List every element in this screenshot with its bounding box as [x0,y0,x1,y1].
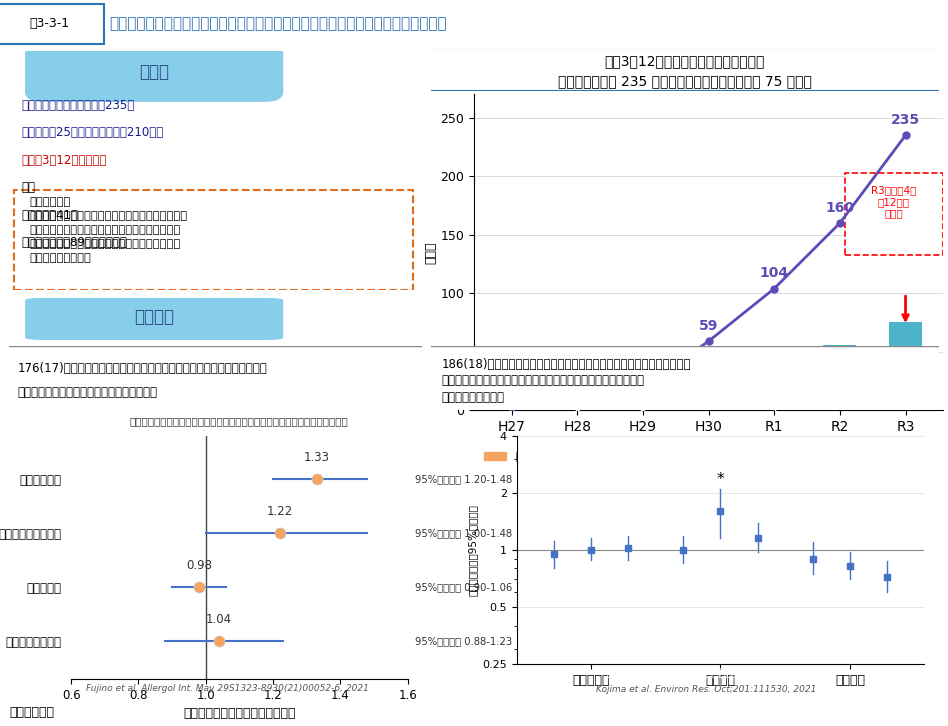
Text: ・その他の論文89編　がある。: ・その他の論文89編 がある。 [22,237,128,250]
Text: 全国データを用いた論文：235編: 全国データを用いた論文：235編 [22,99,135,112]
Text: Fujino et al. Allergol Int. May 29S1323-8930(21)00052-6, 2021: Fujino et al. Allergol Int. May 29S1323-… [86,684,369,693]
Bar [561,407,593,410]
FancyBboxPatch shape [26,44,283,101]
Bar [824,403,856,410]
Text: R3年度は4月
～12月の
論文数: R3年度は4月 ～12月の 論文数 [871,185,917,219]
Text: 10: 10 [899,399,912,409]
Text: 95%信頼区間 0.90-1.06: 95%信頼区間 0.90-1.06 [414,582,512,592]
Text: 0.98: 0.98 [186,559,212,572]
Text: 用いた論文数は 235 編（令和３年度は９か月間で 75 編）。: 用いた論文数は 235 編（令和３年度は９か月間で 75 編）。 [558,75,811,89]
X-axis label: 新築・増改築していない群との比: 新築・増改築していない群との比 [183,707,296,720]
Text: 1.33: 1.33 [303,451,330,464]
Legend: 中心仮説, 中心仮説外, 累積: 中心仮説, 中心仮説外, 累積 [480,447,699,466]
Text: 9: 9 [574,396,581,407]
Text: 59: 59 [699,319,719,333]
FancyBboxPatch shape [13,189,413,290]
累積 [506,402,518,411]
FancyBboxPatch shape [427,48,943,91]
FancyBboxPatch shape [0,4,104,44]
Text: 図3-3-1: 図3-3-1 [29,17,69,30]
Text: 235: 235 [891,113,921,127]
累積 [637,383,648,391]
Text: 3: 3 [508,404,515,413]
Text: 41: 41 [767,377,781,386]
累積 [900,131,911,139]
Line: 累積: 累積 [508,132,909,410]
Text: 104: 104 [759,266,789,280]
Bar [757,406,791,410]
FancyBboxPatch shape [427,346,943,411]
Text: 95%信頼区間 1.20-1.48: 95%信頼区間 1.20-1.48 [414,474,512,484]
Text: 【中心仮説】
胎児期～小児期の化学物質ばく露等の環境要因が、
妊娠・生殖、先天性形態異常、精神神経発達、免
疫・アレルギー、代謝・内分系等に影響を与えて
いるの: 【中心仮説】 胎児期～小児期の化学物質ばく露等の環境要因が、 妊娠・生殖、先天性… [30,197,188,263]
Bar [627,397,660,407]
Text: 3: 3 [574,404,581,413]
Text: の喘鳴と反復性喘鳴の発症頻度が増加した。: の喘鳴と反復性喘鳴の発症頻度が増加した。 [18,386,157,399]
累積 [702,337,715,346]
Text: 8: 8 [639,397,647,407]
Y-axis label: 調整オッズ比と95%信頼区間: 調整オッズ比と95%信頼区間 [468,504,478,596]
Bar [889,322,921,399]
Text: ・追加調査41編: ・追加調査41編 [22,209,79,222]
Text: 論文数: 論文数 [139,63,169,81]
Bar [495,407,528,410]
Text: 3: 3 [640,404,647,413]
Text: 令和3年12月末時点までの全国データを: 令和3年12月末時点までの全国データを [605,54,765,68]
Text: 資料：環境省: 資料：環境省 [9,706,54,719]
Y-axis label: （編）: （編） [425,241,438,264]
Text: Kojima et al. Environ Res. Oct;201:111530, 2021: Kojima et al. Environ Res. Oct;201:11153… [596,685,816,694]
Text: 50: 50 [832,369,848,379]
Text: 20: 20 [633,364,652,378]
Text: 34: 34 [702,380,716,389]
FancyBboxPatch shape [845,174,943,256]
Text: 5: 5 [705,402,712,412]
Text: 1.22: 1.22 [266,505,293,518]
Text: 95%信頼区間 1.00-1.48: 95%信頼区間 1.00-1.48 [414,528,512,538]
Bar [824,345,856,403]
Text: 176(17)妊娠中に自宅の増改築を行うと、生まれた子どもの生後１歳まで: 176(17)妊娠中に自宅の増改築を行うと、生まれた子どもの生後１歳まで [18,362,267,375]
累積 [834,219,846,227]
Text: 65: 65 [899,356,913,365]
Text: た子どもが３歳時にアレルギー性鼻炎になりやすくなる傾向があ: た子どもが３歳時にアレルギー性鼻炎になりやすくなる傾向があ [442,375,645,387]
Bar [757,357,791,406]
Text: 95%信頼区間 0.88-1.23: 95%信頼区間 0.88-1.23 [414,636,512,646]
Text: 主な成果: 主な成果 [135,308,174,326]
Text: 160: 160 [826,200,854,215]
Text: 6: 6 [836,401,844,412]
累積 [769,284,780,293]
Bar [561,396,593,407]
Text: ほか: ほか [22,182,36,195]
Text: ることがわかった。: ることがわかった。 [442,391,504,404]
Bar [692,364,725,404]
Bar [692,404,725,410]
Text: 子どもの健康と環境に関する全国調査（エコチル調査）これまでの論文数について: 子どもの健康と環境に関する全国調査（エコチル調査）これまでの論文数について [109,16,447,31]
Text: （令和3年12月末時点）: （令和3年12月末時点） [22,154,107,167]
Title: 妊娠中の増改築・新築と出生した子どもの１歳までの喘鳴・反復性喘鳴の関係: 妊娠中の増改築・新築と出生した子どもの１歳までの喘鳴・反復性喘鳴の関係 [130,417,349,426]
Text: （中心仮説25編、中心仮説以外210編）: （中心仮説25編、中心仮説以外210編） [22,126,164,139]
Bar [889,399,921,410]
Bar [627,407,660,410]
FancyBboxPatch shape [6,346,426,411]
Text: *: * [717,472,724,487]
Text: 3: 3 [507,384,517,399]
Text: 186(18)妊婦の染毛剤の自宅使用では、使用頻度が高くなるほど、生まれ: 186(18)妊婦の染毛剤の自宅使用では、使用頻度が高くなるほど、生まれ [442,358,691,371]
累積 [572,392,583,401]
Text: 12: 12 [568,374,587,388]
Text: 1.04: 1.04 [206,613,232,626]
Text: 染毛剤使用頻度ごとのアレルギー性鼻炎発症（3歳時）のオッズ比: 染毛剤使用頻度ごとのアレルギー性鼻炎発症（3歳時）のオッズ比 [607,667,806,677]
FancyBboxPatch shape [26,298,283,339]
Text: 4: 4 [771,403,777,413]
